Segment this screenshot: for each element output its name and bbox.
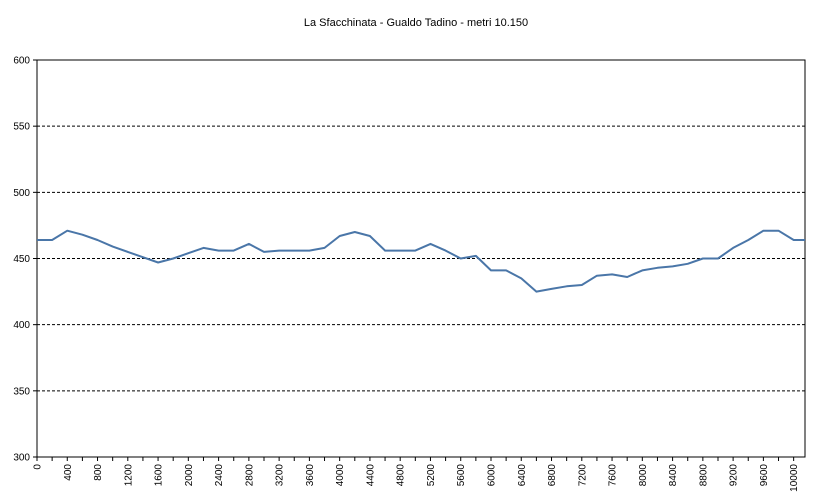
x-tick-label: 3200	[275, 464, 286, 487]
series-layer	[37, 229, 805, 293]
x-tick-label: 800	[93, 464, 104, 481]
y-tick-label: 300	[13, 453, 30, 464]
x-tick-label: 400	[63, 464, 74, 481]
y-tick-label: 400	[13, 320, 30, 331]
x-tick-label: 4800	[396, 464, 407, 487]
x-tick-label: 2800	[244, 464, 255, 487]
y-tick-label: 350	[13, 386, 30, 397]
plot-area-frame	[36, 59, 806, 458]
x-tick-label: 10000	[789, 464, 800, 492]
x-tick-label: 7200	[577, 464, 588, 487]
x-tick-label: 0	[33, 464, 44, 470]
x-tick-label: 1600	[154, 464, 165, 487]
x-tick-label: 1200	[123, 464, 134, 487]
x-tick-label: 3600	[305, 464, 316, 487]
series-line-0	[37, 229, 805, 293]
x-tick-label: 2400	[214, 464, 225, 487]
y-tick-label: 500	[13, 188, 30, 199]
y-axis-ticks: 300 350 400 450 500 550 600	[13, 56, 37, 464]
x-tick-label: 7600	[608, 464, 619, 487]
x-tick-label: 6800	[547, 464, 558, 487]
x-tick-label: 2000	[184, 464, 195, 487]
x-tick-label: 8400	[668, 464, 679, 487]
y-tick-label: 600	[13, 56, 30, 67]
y-tick-label: 450	[13, 254, 30, 265]
x-tick-label: 4000	[335, 464, 346, 487]
x-axis-ticks: 0 400 800 1200 1600 2000 2400 2800 3200 3600 4000 4…	[33, 457, 800, 492]
chart-title: La Sfacchinata - Gualdo Tadino - metri 1…	[304, 17, 528, 29]
x-tick-label: 6000	[486, 464, 497, 487]
x-tick-label: 4400	[365, 464, 376, 487]
gridlines	[37, 125, 805, 392]
x-tick-label: 5200	[426, 464, 437, 487]
x-tick-label: 5600	[456, 464, 467, 487]
x-tick-label: 9200	[729, 464, 740, 487]
y-tick-label: 550	[13, 122, 30, 133]
x-tick-label: 8000	[638, 464, 649, 487]
x-tick-label: 6400	[517, 464, 528, 487]
x-tick-label: 8800	[698, 464, 709, 487]
x-tick-label: 9600	[759, 464, 770, 487]
